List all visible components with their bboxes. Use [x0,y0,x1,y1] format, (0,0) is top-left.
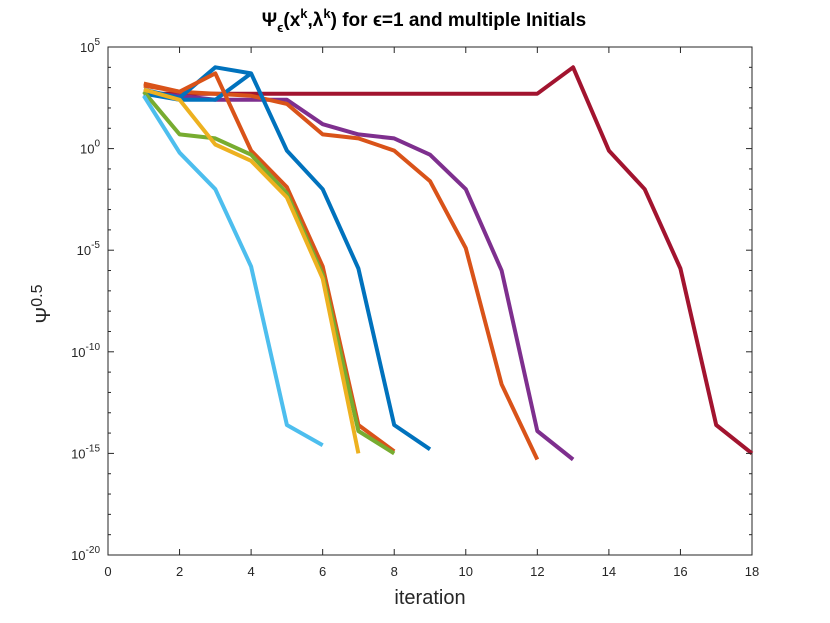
y-axis-label-base: Ψ [33,307,55,324]
title-k-sup-2: k [323,6,331,21]
x-axis-label: iteration [394,587,465,609]
chart-title-text: Ψϵ(xk,λk) for ϵ=1 and multiple Initials [262,6,586,35]
series-line-7 [142,90,396,456]
plot-area [107,46,753,556]
y-tick-label: 105 [80,37,100,55]
title-rest: ) for ϵ=1 and multiple Initials [331,10,587,31]
title-eps-sub: ϵ [277,20,283,35]
x-tick-label: 2 [176,564,183,579]
y-tick-label: 100 [80,139,100,157]
x-tick-label: 14 [602,564,616,579]
x-tick-label: 16 [673,564,687,579]
y-axis-label-text: Ψ0.5 [29,284,55,323]
y-tick-label: 10-10 [71,342,100,360]
title-open: (x [283,10,300,31]
series-line-9 [142,94,324,448]
y-axis-label-exp: 0.5 [29,284,46,306]
y-tick-labels: 105 100 10-5 10-10 10-15 10-20 [71,37,100,563]
series-layer [142,65,754,462]
x-tick-label: 4 [247,564,254,579]
y-tick-label: 10-20 [71,545,100,563]
series-line-3 [143,83,540,461]
series-line-8 [143,87,361,454]
y-tick-label: 10-15 [71,443,100,461]
y-axis-label: Ψ0.5 [29,284,55,323]
title-psi: Ψ [262,10,277,31]
x-tick-labels: 0 2 4 6 8 10 12 14 16 18 [104,564,759,579]
y-tick-label: 10-5 [77,240,101,258]
x-tick-label: 0 [104,564,111,579]
x-tick-label: 6 [319,564,326,579]
axis-ticks [107,46,753,556]
x-tick-label: 10 [459,564,473,579]
x-tick-label: 18 [745,564,759,579]
title-mid: ,λ [308,10,324,31]
x-tick-label: 8 [391,564,398,579]
title-k-sup-1: k [300,6,308,21]
x-tick-label: 12 [530,564,544,579]
chart-title: Ψϵ(xk,λk) for ϵ=1 and multiple Initials [262,6,586,35]
